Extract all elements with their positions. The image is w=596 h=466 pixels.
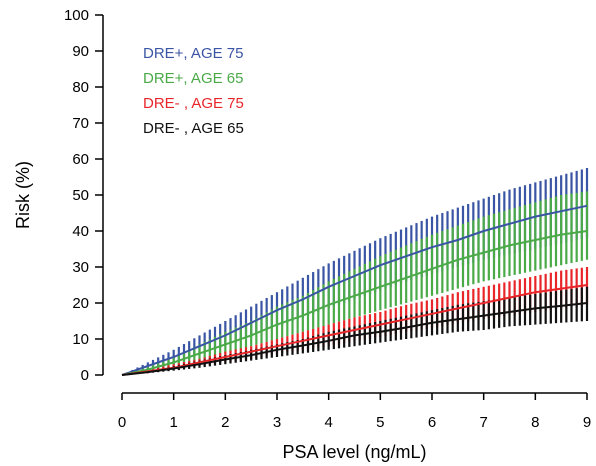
error-bars-series bbox=[126, 191, 589, 375]
x-axis-label: PSA level (ng/mL) bbox=[282, 442, 426, 462]
x-tick-label: 1 bbox=[169, 414, 177, 431]
y-axis-label: Risk (%) bbox=[13, 161, 33, 229]
tick-layer: 0 10 20 30 40 50 60 70 80 90 100 0 1 2 3 4 5 6 7 8 9 bbox=[64, 7, 591, 431]
x-tick-label: 0 bbox=[118, 414, 126, 431]
legend-entry: DRE- , AGE 65 bbox=[143, 120, 244, 137]
y-tick-label: 40 bbox=[72, 223, 89, 240]
y-tick-label: 60 bbox=[72, 151, 89, 168]
error-bars-series bbox=[126, 168, 589, 374]
x-tick-label: 9 bbox=[583, 414, 591, 431]
x-tick-label: 2 bbox=[221, 414, 229, 431]
legend-entry: DRE+, AGE 65 bbox=[143, 70, 243, 87]
series-line bbox=[121, 230, 588, 376]
series-line bbox=[121, 204, 588, 376]
y-tick-label: 90 bbox=[72, 43, 89, 60]
y-tick-label: 50 bbox=[72, 187, 89, 204]
series-line bbox=[121, 302, 588, 376]
y-tick-label: 100 bbox=[64, 7, 89, 24]
y-tick-label: 80 bbox=[72, 79, 89, 96]
y-tick-label: 0 bbox=[81, 367, 89, 384]
error-bar-layer bbox=[126, 168, 589, 375]
x-tick-label: 4 bbox=[324, 414, 332, 431]
y-tick-label: 70 bbox=[72, 115, 89, 132]
x-tick-label: 8 bbox=[531, 414, 539, 431]
series-line-layer bbox=[121, 204, 588, 376]
y-tick-label: 30 bbox=[72, 259, 89, 276]
error-bars-series bbox=[126, 267, 589, 375]
y-tick-label: 20 bbox=[72, 295, 89, 312]
y-tick-label: 10 bbox=[72, 331, 89, 348]
legend-entry: DRE+, AGE 75 bbox=[143, 45, 243, 62]
x-tick-label: 6 bbox=[428, 414, 436, 431]
legend-entry: DRE- , AGE 75 bbox=[143, 95, 244, 112]
x-tick-label: 7 bbox=[479, 414, 487, 431]
x-tick-label: 3 bbox=[273, 414, 281, 431]
x-tick-label: 5 bbox=[376, 414, 384, 431]
series-line bbox=[121, 284, 588, 376]
legend: DRE+, AGE 75 DRE+, AGE 65 DRE- , AGE 75 DRE… bbox=[143, 45, 244, 137]
error-bars-series bbox=[126, 286, 589, 375]
